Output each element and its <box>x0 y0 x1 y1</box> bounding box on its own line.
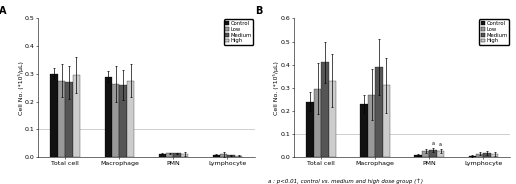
Bar <box>476 154 483 157</box>
Bar <box>314 89 321 157</box>
Bar <box>66 82 73 157</box>
Bar <box>51 74 58 157</box>
Bar <box>173 153 181 157</box>
Bar <box>483 153 491 157</box>
Bar <box>383 85 390 157</box>
Text: a : p<0.01, control vs. medium and high dose group (↑): a : p<0.01, control vs. medium and high … <box>268 179 423 184</box>
Bar <box>213 155 220 157</box>
Text: a: a <box>431 141 434 146</box>
Text: a: a <box>439 142 442 147</box>
Bar <box>307 102 314 157</box>
Bar <box>158 154 166 157</box>
Bar <box>112 84 119 157</box>
Legend: Control, Low, Medium, High: Control, Low, Medium, High <box>223 20 253 45</box>
Bar <box>368 95 375 157</box>
Text: B: B <box>255 6 263 16</box>
Bar <box>360 104 368 157</box>
Text: A: A <box>0 6 7 16</box>
Bar <box>228 155 235 157</box>
Bar <box>166 153 173 157</box>
Bar <box>235 156 243 157</box>
Bar <box>127 81 134 157</box>
Bar <box>329 81 336 157</box>
Bar <box>469 156 476 157</box>
Bar <box>422 151 429 157</box>
Y-axis label: Cell No. (*10⁵/μL): Cell No. (*10⁵/μL) <box>273 61 280 115</box>
Y-axis label: Cell No. (*10⁵/μL): Cell No. (*10⁵/μL) <box>18 61 24 115</box>
Bar <box>429 150 437 157</box>
Bar <box>437 151 444 157</box>
Bar <box>181 154 188 157</box>
Bar <box>58 81 66 157</box>
Bar <box>491 154 498 157</box>
Bar <box>375 67 383 157</box>
Bar <box>220 154 228 157</box>
Bar <box>73 75 80 157</box>
Bar <box>105 77 112 157</box>
Bar <box>414 155 422 157</box>
Legend: Control, Low, Medium, High: Control, Low, Medium, High <box>479 20 509 45</box>
Bar <box>321 62 329 157</box>
Bar <box>119 85 127 157</box>
